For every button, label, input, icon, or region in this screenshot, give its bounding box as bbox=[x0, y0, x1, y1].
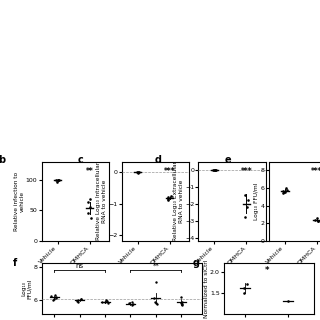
Point bbox=[212, 167, 217, 172]
Point bbox=[179, 302, 184, 308]
Point bbox=[285, 299, 291, 304]
Point bbox=[154, 301, 159, 306]
Point bbox=[75, 298, 80, 303]
Point bbox=[134, 169, 140, 174]
Point bbox=[50, 297, 55, 302]
Text: ***: *** bbox=[311, 167, 320, 176]
Y-axis label: Relative Log₁₀ Intracellular
RNA to vehicle: Relative Log₁₀ Intracellular RNA to vehi… bbox=[96, 162, 107, 240]
Point bbox=[281, 188, 286, 193]
Point bbox=[52, 293, 58, 298]
Point bbox=[211, 167, 216, 172]
Point bbox=[282, 190, 287, 195]
Point bbox=[281, 191, 286, 196]
Point bbox=[79, 296, 84, 301]
Point bbox=[103, 300, 108, 305]
Point bbox=[213, 167, 219, 172]
Point bbox=[315, 215, 320, 220]
Point bbox=[85, 211, 91, 216]
Text: **: ** bbox=[86, 167, 93, 176]
Y-axis label: Relative infection to
vehicle: Relative infection to vehicle bbox=[14, 172, 24, 231]
Point bbox=[284, 187, 289, 192]
Point bbox=[244, 204, 249, 210]
Point bbox=[54, 178, 59, 183]
Point bbox=[242, 290, 247, 295]
Text: ns: ns bbox=[76, 263, 84, 269]
Point bbox=[154, 279, 159, 284]
Y-axis label: Log₁₀
FFU/ml: Log₁₀ FFU/ml bbox=[21, 278, 32, 299]
Y-axis label: Log₁₀ FFU/ml: Log₁₀ FFU/ml bbox=[254, 182, 259, 220]
Point bbox=[53, 295, 58, 300]
Point bbox=[52, 296, 57, 301]
Point bbox=[245, 198, 250, 203]
Point bbox=[153, 300, 158, 305]
Text: f: f bbox=[13, 258, 17, 268]
Point bbox=[127, 300, 132, 306]
Point bbox=[153, 299, 158, 304]
Point bbox=[178, 294, 183, 300]
Point bbox=[136, 170, 141, 175]
Point bbox=[137, 170, 142, 175]
Point bbox=[88, 215, 93, 220]
Point bbox=[151, 296, 156, 301]
Y-axis label: Normalized to siCtrl: Normalized to siCtrl bbox=[204, 259, 209, 317]
Point bbox=[166, 196, 171, 202]
Point bbox=[86, 200, 91, 205]
Text: d: d bbox=[155, 155, 162, 165]
Point bbox=[315, 218, 320, 223]
Point bbox=[75, 299, 80, 304]
Text: g: g bbox=[193, 258, 200, 268]
Point bbox=[166, 197, 171, 202]
Y-axis label: Relative Log₁₀ Extracellular
RNA to vehicle: Relative Log₁₀ Extracellular RNA to vehi… bbox=[173, 161, 184, 241]
Text: ***: *** bbox=[241, 167, 252, 176]
Point bbox=[53, 295, 59, 300]
Point bbox=[165, 194, 171, 199]
Point bbox=[104, 299, 109, 304]
Text: b: b bbox=[0, 155, 5, 165]
Point bbox=[56, 177, 61, 182]
Point bbox=[88, 205, 93, 210]
Text: c: c bbox=[78, 155, 84, 165]
Point bbox=[316, 219, 320, 224]
Point bbox=[211, 167, 216, 172]
Point bbox=[244, 282, 250, 287]
Text: *: * bbox=[264, 266, 269, 275]
Point bbox=[283, 189, 288, 194]
Point bbox=[313, 217, 318, 222]
Point bbox=[168, 193, 173, 198]
Point bbox=[283, 185, 288, 190]
Point bbox=[180, 299, 185, 304]
Point bbox=[49, 294, 54, 299]
Point bbox=[129, 302, 134, 308]
Point bbox=[57, 178, 62, 183]
Point bbox=[243, 193, 248, 198]
Point bbox=[105, 300, 110, 306]
Point bbox=[242, 286, 247, 291]
Point bbox=[78, 297, 84, 302]
Point bbox=[55, 177, 60, 182]
Point bbox=[87, 197, 92, 202]
Text: ***: *** bbox=[164, 167, 175, 176]
Point bbox=[180, 301, 185, 306]
Point bbox=[213, 168, 218, 173]
Point bbox=[75, 298, 80, 303]
Point bbox=[242, 215, 247, 220]
Point bbox=[100, 299, 105, 304]
Point bbox=[179, 300, 184, 305]
Point bbox=[54, 179, 60, 184]
Point bbox=[131, 301, 136, 307]
Point bbox=[129, 300, 134, 305]
Text: **: ** bbox=[153, 263, 159, 269]
Text: e: e bbox=[225, 155, 232, 165]
Point bbox=[135, 170, 140, 175]
Point bbox=[103, 298, 108, 303]
